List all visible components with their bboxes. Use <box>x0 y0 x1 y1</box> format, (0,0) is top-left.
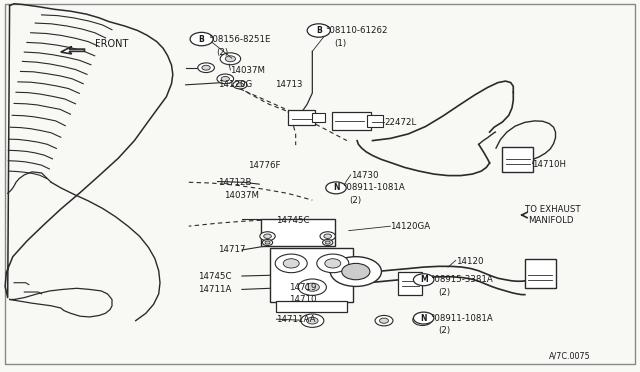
Bar <box>502 147 533 172</box>
Circle shape <box>264 234 271 238</box>
Circle shape <box>307 317 318 324</box>
Text: °08911-1081A: °08911-1081A <box>342 183 405 192</box>
Text: 14712B: 14712B <box>218 178 251 187</box>
Text: (2): (2) <box>349 196 361 205</box>
Text: 14120G: 14120G <box>218 80 252 89</box>
Circle shape <box>265 241 270 244</box>
Circle shape <box>413 314 432 326</box>
Text: FRONT: FRONT <box>95 39 128 49</box>
Text: 14037M: 14037M <box>230 66 266 75</box>
Circle shape <box>237 83 244 87</box>
Text: (2): (2) <box>438 288 451 296</box>
Text: (2): (2) <box>438 326 451 335</box>
Text: °08911-1081A: °08911-1081A <box>430 314 493 323</box>
Text: TO EXHAUST: TO EXHAUST <box>525 205 580 214</box>
Text: 14710: 14710 <box>289 295 317 304</box>
Circle shape <box>325 259 341 268</box>
Circle shape <box>375 315 393 326</box>
Text: N: N <box>420 314 427 323</box>
Bar <box>312 113 325 122</box>
Circle shape <box>307 24 330 37</box>
Circle shape <box>330 257 381 286</box>
Circle shape <box>326 182 346 194</box>
Circle shape <box>305 283 319 291</box>
Text: (1): (1) <box>334 39 346 48</box>
Circle shape <box>217 74 234 84</box>
Circle shape <box>221 77 229 81</box>
Circle shape <box>260 232 275 241</box>
Polygon shape <box>61 46 84 54</box>
Text: 14717: 14717 <box>218 246 245 254</box>
Circle shape <box>325 241 330 244</box>
Circle shape <box>262 240 273 246</box>
Circle shape <box>418 317 428 323</box>
Circle shape <box>198 63 214 73</box>
Circle shape <box>190 32 213 46</box>
Circle shape <box>413 312 434 324</box>
Text: 14713: 14713 <box>275 80 303 89</box>
Circle shape <box>324 234 332 238</box>
Circle shape <box>301 314 324 327</box>
Circle shape <box>413 274 434 286</box>
Circle shape <box>380 318 388 323</box>
Bar <box>525 259 556 288</box>
Circle shape <box>220 53 241 65</box>
Text: N: N <box>333 183 339 192</box>
Circle shape <box>298 279 326 295</box>
Text: B: B <box>316 26 321 35</box>
Text: (2): (2) <box>216 48 228 57</box>
Text: M: M <box>420 275 428 284</box>
Text: 14776F: 14776F <box>248 161 281 170</box>
Text: 14719: 14719 <box>289 283 317 292</box>
Text: 14745C: 14745C <box>198 272 232 280</box>
Text: 14120: 14120 <box>456 257 483 266</box>
Bar <box>276 301 347 312</box>
Text: 14120GA: 14120GA <box>390 222 431 231</box>
Circle shape <box>283 259 300 268</box>
Text: °08156-8251E: °08156-8251E <box>208 35 271 44</box>
Bar <box>288 110 315 125</box>
Bar <box>270 248 353 302</box>
Text: A/7C.0075: A/7C.0075 <box>549 352 591 361</box>
Text: °08110-61262: °08110-61262 <box>325 26 388 35</box>
Circle shape <box>225 56 236 62</box>
Circle shape <box>317 254 349 273</box>
Circle shape <box>233 81 247 89</box>
Bar <box>367 115 383 127</box>
Circle shape <box>320 232 335 241</box>
Text: °08915-3381A: °08915-3381A <box>430 275 493 284</box>
Bar <box>332 112 371 130</box>
Text: 14711A: 14711A <box>198 285 232 294</box>
Circle shape <box>275 254 307 273</box>
Text: B: B <box>199 35 204 44</box>
Text: 14710H: 14710H <box>532 160 566 169</box>
Circle shape <box>342 263 370 280</box>
Text: 14711AA: 14711AA <box>276 315 316 324</box>
Circle shape <box>323 240 333 246</box>
Circle shape <box>202 65 210 70</box>
Text: 14730: 14730 <box>351 171 378 180</box>
Text: 14037M: 14037M <box>224 191 259 200</box>
Text: 22472L: 22472L <box>384 118 416 126</box>
Bar <box>398 272 422 295</box>
Text: MANIFOLD: MANIFOLD <box>528 216 573 225</box>
Text: 14745C: 14745C <box>276 216 310 225</box>
Bar <box>261 219 335 246</box>
